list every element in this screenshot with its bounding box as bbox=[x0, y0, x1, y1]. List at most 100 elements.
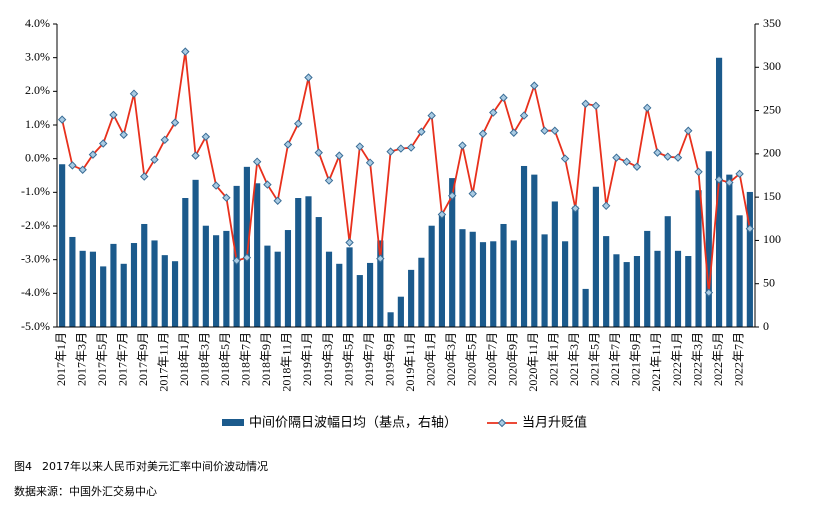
bar bbox=[274, 251, 281, 327]
caption: 2017年以来人民币对美元汇率中间价波动情况 bbox=[42, 459, 268, 473]
line-marker bbox=[324, 176, 334, 185]
line-marker bbox=[68, 161, 77, 170]
y2-tick-label: 200 bbox=[763, 146, 781, 160]
bar bbox=[674, 250, 682, 327]
line-marker bbox=[150, 155, 159, 164]
bar bbox=[305, 196, 312, 327]
y2-tick-label: 100 bbox=[763, 232, 781, 246]
line-marker bbox=[735, 169, 744, 179]
line-marker bbox=[519, 111, 529, 120]
bar bbox=[223, 230, 230, 327]
bar bbox=[746, 191, 753, 327]
line-marker bbox=[314, 148, 323, 157]
line-marker bbox=[509, 128, 518, 137]
bar bbox=[141, 223, 148, 327]
bar bbox=[346, 247, 353, 327]
bar bbox=[479, 242, 487, 327]
x-tick-label: 2019年3月 bbox=[321, 332, 335, 386]
y2-tick-label: 250 bbox=[763, 102, 781, 116]
x-tick-label: 2019年11月 bbox=[403, 332, 417, 392]
bar bbox=[295, 198, 302, 327]
line-marker bbox=[643, 103, 652, 113]
bar bbox=[418, 257, 425, 327]
bar bbox=[151, 240, 158, 327]
bar bbox=[182, 198, 189, 327]
bar bbox=[623, 262, 630, 327]
bar bbox=[89, 251, 97, 327]
x-tick-label: 2017年7月 bbox=[115, 332, 129, 386]
line-marker bbox=[160, 135, 169, 145]
legend-label: 当月升贬值 bbox=[522, 415, 587, 431]
bar bbox=[120, 263, 127, 327]
x-tick-label: 2017年3月 bbox=[74, 332, 88, 386]
line-marker bbox=[427, 111, 436, 120]
bar bbox=[613, 254, 620, 327]
line-marker bbox=[222, 193, 231, 202]
bar bbox=[695, 190, 702, 327]
line-marker bbox=[673, 153, 683, 162]
line-marker bbox=[252, 157, 262, 166]
bar bbox=[59, 164, 66, 327]
x-tick-label: 2019年5月 bbox=[341, 332, 355, 386]
bar bbox=[397, 296, 404, 327]
x-tick-label: 2019年9月 bbox=[382, 332, 396, 386]
x-tick-label: 2018年9月 bbox=[259, 332, 273, 386]
x-tick-label: 2022年5月 bbox=[711, 332, 725, 386]
line-marker bbox=[632, 162, 642, 171]
bar bbox=[69, 236, 76, 327]
bar bbox=[387, 312, 394, 327]
line-marker bbox=[109, 110, 118, 120]
bar bbox=[428, 225, 435, 327]
x-tick-label: 2021年3月 bbox=[567, 332, 581, 386]
bar bbox=[469, 231, 476, 327]
bar bbox=[500, 223, 507, 327]
line-marker bbox=[294, 119, 303, 128]
bar bbox=[644, 230, 651, 327]
line-marker bbox=[211, 181, 221, 190]
bar bbox=[284, 230, 292, 327]
bar bbox=[705, 151, 712, 327]
legend-swatch bbox=[497, 418, 507, 428]
line-marker bbox=[406, 143, 416, 152]
bar bbox=[130, 243, 138, 327]
x-tick-label: 2018年5月 bbox=[218, 332, 232, 386]
x-tick-label: 2019年7月 bbox=[362, 332, 376, 386]
line-marker bbox=[622, 157, 631, 166]
x-tick-label: 2020年5月 bbox=[464, 332, 478, 386]
line-marker bbox=[129, 89, 139, 98]
y-tick-label: -5.0% bbox=[21, 319, 50, 333]
line-marker bbox=[140, 172, 149, 181]
bar bbox=[562, 241, 569, 327]
line-marker bbox=[591, 101, 601, 111]
line-marker bbox=[201, 132, 211, 141]
line-marker bbox=[499, 93, 508, 102]
bar bbox=[572, 206, 579, 327]
bar bbox=[449, 178, 456, 327]
line-marker bbox=[581, 99, 590, 108]
bar bbox=[243, 166, 250, 327]
line-marker bbox=[335, 151, 344, 160]
x-tick-label: 2020年9月 bbox=[506, 332, 520, 386]
line-marker bbox=[478, 129, 488, 138]
bar bbox=[531, 174, 538, 327]
bar bbox=[592, 186, 599, 327]
bar bbox=[603, 236, 610, 327]
y2-tick-label: 350 bbox=[763, 16, 781, 30]
line-marker bbox=[181, 47, 190, 56]
bar bbox=[254, 183, 261, 327]
x-tick-label: 2021年9月 bbox=[629, 332, 643, 386]
line-marker bbox=[550, 126, 560, 135]
line-marker bbox=[57, 115, 67, 124]
line-marker bbox=[489, 108, 498, 117]
y-tick-label: 0.0% bbox=[25, 150, 50, 164]
y2-tick-label: 50 bbox=[763, 275, 775, 289]
x-tick-label: 2017年11月 bbox=[157, 332, 171, 392]
line-marker bbox=[571, 204, 580, 213]
line-marker bbox=[417, 127, 426, 136]
bar bbox=[213, 235, 220, 327]
line-marker bbox=[355, 142, 365, 151]
bar bbox=[582, 288, 589, 327]
line-marker bbox=[283, 140, 293, 149]
y2-tick-label: 150 bbox=[763, 189, 781, 203]
bar bbox=[100, 266, 107, 327]
